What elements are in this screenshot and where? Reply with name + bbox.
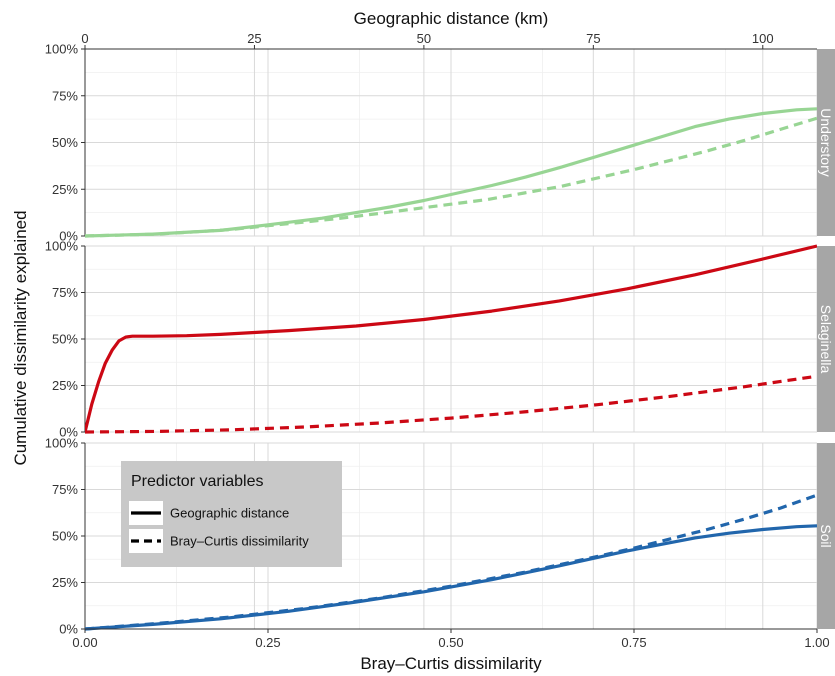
series-line-geographic — [85, 244, 817, 433]
facet-strip — [817, 246, 835, 432]
x-top-tick-label: 0 — [81, 31, 88, 46]
y-tick-label: 0% — [59, 425, 78, 440]
y-tick-label: 50% — [52, 332, 78, 347]
x-top-tick-label: 75 — [586, 31, 600, 46]
facet-strip — [817, 49, 835, 236]
y-tick-label: 100% — [45, 239, 79, 254]
x-bottom-tick-label: 0.75 — [621, 635, 646, 650]
x-axis-top-title: Geographic distance (km) — [354, 9, 549, 28]
x-bottom-tick-label: 0.00 — [72, 635, 97, 650]
x-bottom-tick-label: 0.25 — [255, 635, 280, 650]
facet-strip-label: Soil — [818, 524, 834, 547]
facet-strip-label: Selaginella — [818, 305, 834, 374]
legend-title: Predictor variables — [131, 473, 264, 490]
facet-strip-label: Understory — [818, 108, 834, 176]
x-bottom-tick-label: 0.50 — [438, 635, 463, 650]
y-tick-label: 25% — [52, 575, 78, 590]
series-line-geographic — [85, 107, 817, 238]
y-tick-label: 50% — [52, 135, 78, 150]
panel-understory: 0% 25% 50% 75% 100% Understory — [45, 42, 835, 244]
legend: Predictor variables Geographic distance Br… — [121, 461, 342, 567]
y-tick-label: 50% — [52, 529, 78, 544]
y-tick-label: 25% — [52, 378, 78, 393]
y-tick-label: 75% — [52, 88, 78, 103]
series-line-bray-curtis — [85, 493, 817, 631]
legend-entry-label: Bray–Curtis dissimilarity — [170, 534, 309, 549]
series-line-geographic — [85, 524, 817, 631]
x-top-tick-label: 25 — [247, 31, 261, 46]
y-tick-label: 100% — [45, 42, 79, 57]
y-tick-label: 0% — [59, 622, 78, 637]
series-line-bray-curtis — [85, 116, 817, 238]
legend-entry-label: Geographic distance — [170, 506, 289, 521]
y-tick-label: 100% — [45, 436, 79, 451]
x-top-tick-label: 50 — [417, 31, 431, 46]
y-axis-title: Cumulative dissimilarity explained — [11, 210, 30, 465]
y-tick-label: 25% — [52, 182, 78, 197]
y-tick-label: 75% — [52, 285, 78, 300]
series-line-bray-curtis — [85, 374, 817, 434]
panel-selaginella: 0% 25% 50% 75% 100% Selaginella — [45, 239, 835, 440]
y-tick-label: 75% — [52, 482, 78, 497]
x-axis-bottom-title: Bray–Curtis dissimilarity — [360, 654, 542, 673]
facet-strip — [817, 443, 835, 629]
x-bottom-tick-label: 1.00 — [804, 635, 829, 650]
y-tick-label: 0% — [59, 229, 78, 244]
x-top-tick-label: 100 — [752, 31, 774, 46]
